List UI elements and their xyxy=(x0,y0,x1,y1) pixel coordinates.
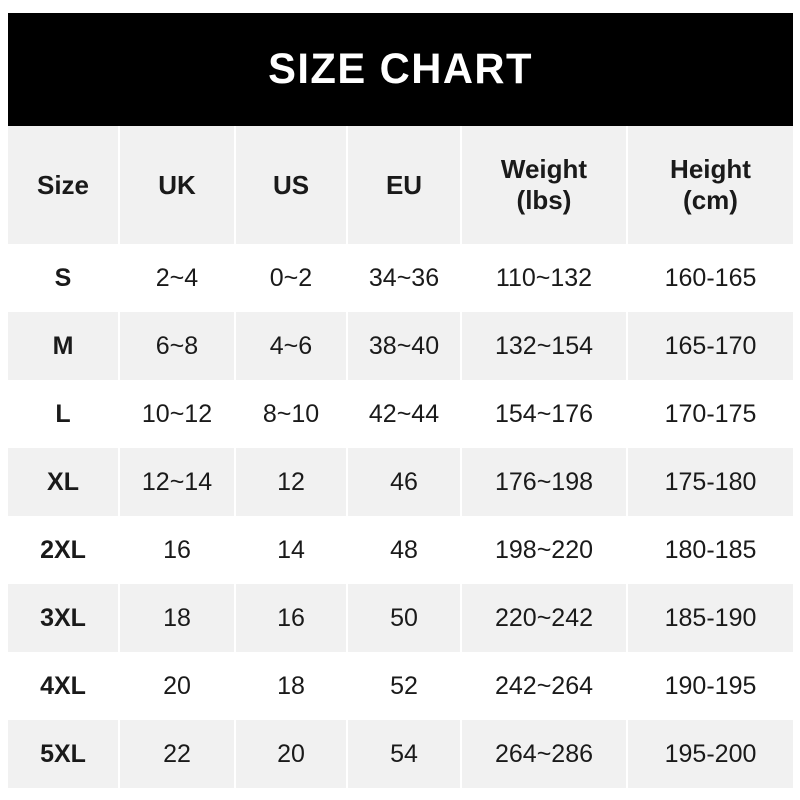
table-row: L 10~12 8~10 42~44 154~176 170-175 xyxy=(8,380,793,448)
cell-eu: 52 xyxy=(347,652,462,720)
page-title: SIZE CHART xyxy=(268,45,533,93)
cell-height: 170-175 xyxy=(664,399,757,428)
cell-height: 180-185 xyxy=(664,535,757,564)
cell-weight: 220~242 xyxy=(461,584,628,652)
column-header-height-line2: (cm) xyxy=(683,185,738,215)
column-header-uk: UK xyxy=(119,126,236,244)
cell-us: 8~10 xyxy=(235,380,348,448)
cell-eu: 42~44 xyxy=(347,380,462,448)
cell-height: 190-195 xyxy=(664,671,757,700)
column-header-eu-line1: EU xyxy=(385,169,423,200)
cell-weight: 132~154 xyxy=(461,312,628,380)
cell-eu: 46 xyxy=(347,448,462,516)
column-header-size: Size xyxy=(8,126,120,244)
cell-eu: 34~36 xyxy=(347,244,462,312)
column-header-weight: Weight (lbs) xyxy=(461,126,628,244)
cell-height: 185-190 xyxy=(664,603,757,632)
cell-size: 2XL xyxy=(8,516,120,584)
cell-size: M xyxy=(8,312,120,380)
cell-us: 20 xyxy=(235,720,348,788)
column-header-eu: EU xyxy=(347,126,462,244)
cell-height: 175-180 xyxy=(664,467,757,496)
cell-size: XL xyxy=(8,448,120,516)
cell-height: 195-200 xyxy=(664,739,757,768)
cell-weight: 176~198 xyxy=(461,448,628,516)
cell-weight: 110~132 xyxy=(461,244,628,312)
table-row: S 2~4 0~2 34~36 110~132 160-165 xyxy=(8,244,793,312)
cell-size: 3XL xyxy=(8,584,120,652)
table-header: Size UK US EU Weight (lbs) Height (cm) xyxy=(8,126,793,244)
cell-uk: 2~4 xyxy=(119,244,236,312)
column-header-height: Height (cm) xyxy=(627,126,793,244)
cell-eu: 54 xyxy=(347,720,462,788)
cell-uk: 22 xyxy=(119,720,236,788)
cell-size: L xyxy=(8,380,120,448)
size-chart-table: Size UK US EU Weight (lbs) Height (cm) xyxy=(8,126,793,788)
column-header-uk-line1: UK xyxy=(158,169,196,200)
cell-uk: 10~12 xyxy=(119,380,236,448)
cell-us: 14 xyxy=(235,516,348,584)
table-row: 3XL 18 16 50 220~242 185-190 xyxy=(8,584,793,652)
table-row: 2XL 16 14 48 198~220 180-185 xyxy=(8,516,793,584)
cell-uk: 6~8 xyxy=(119,312,236,380)
cell-us: 0~2 xyxy=(235,244,348,312)
cell-height: 165-170 xyxy=(664,331,757,360)
cell-uk: 20 xyxy=(119,652,236,720)
table-row: 4XL 20 18 52 242~264 190-195 xyxy=(8,652,793,720)
cell-eu: 38~40 xyxy=(347,312,462,380)
cell-us: 4~6 xyxy=(235,312,348,380)
column-header-weight-line2: (lbs) xyxy=(516,185,572,215)
cell-weight: 198~220 xyxy=(461,516,628,584)
cell-us: 16 xyxy=(235,584,348,652)
cell-uk: 12~14 xyxy=(119,448,236,516)
table-header-row: Size UK US EU Weight (lbs) Height (cm) xyxy=(8,126,793,244)
column-header-size-line1: Size xyxy=(36,169,90,200)
cell-uk: 16 xyxy=(119,516,236,584)
cell-height: 160-165 xyxy=(664,263,757,292)
cell-us: 12 xyxy=(235,448,348,516)
cell-eu: 50 xyxy=(347,584,462,652)
cell-eu: 48 xyxy=(347,516,462,584)
column-header-weight-line1: Weight xyxy=(500,154,588,185)
column-header-height-line1: Height xyxy=(670,154,751,185)
size-chart: SIZE CHART Size UK US EU xyxy=(8,13,793,788)
cell-weight: 154~176 xyxy=(461,380,628,448)
table-row: XL 12~14 12 46 176~198 175-180 xyxy=(8,448,793,516)
cell-size: 4XL xyxy=(8,652,120,720)
column-header-us-line1: US xyxy=(272,169,310,200)
cell-size: 5XL xyxy=(8,720,120,788)
cell-uk: 18 xyxy=(119,584,236,652)
cell-weight: 264~286 xyxy=(461,720,628,788)
table-row: M 6~8 4~6 38~40 132~154 165-170 xyxy=(8,312,793,380)
column-header-us: US xyxy=(235,126,348,244)
table-row: 5XL 22 20 54 264~286 195-200 xyxy=(8,720,793,788)
title-banner: SIZE CHART xyxy=(8,13,793,126)
cell-weight: 242~264 xyxy=(461,652,628,720)
cell-size: S xyxy=(8,244,120,312)
table-body: S 2~4 0~2 34~36 110~132 160-165 M 6~8 4~… xyxy=(8,244,793,788)
cell-us: 18 xyxy=(235,652,348,720)
